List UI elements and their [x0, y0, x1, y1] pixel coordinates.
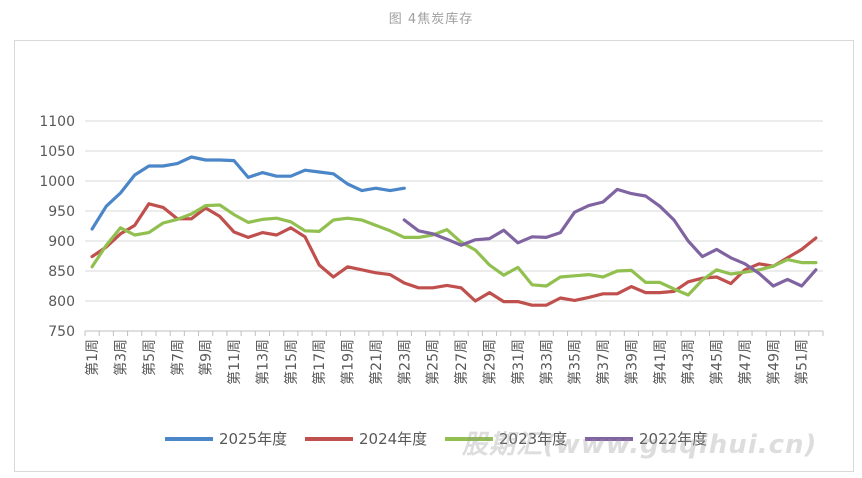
y-tick-label: 1050 [39, 144, 75, 160]
legend-label: 2023年度 [499, 430, 567, 448]
x-tick-label: 第23周 [396, 339, 413, 385]
x-tick-label: 第35周 [567, 339, 584, 385]
x-tick-label: 第5周 [141, 339, 158, 376]
line-chart: 750 800 850 900 950 1000 1050 1100 第1周 第3周 第5周 第7周… [39, 114, 824, 448]
series-line-2023年度 [90, 203, 818, 297]
x-tick-label: 第39周 [623, 339, 640, 385]
x-axis-tick-labels: 第1周 第3周 第5周 第7周 第9周 第11周 第13周 第15周 第17周 第19周 第21周第… [84, 339, 811, 385]
series-line-2024年度 [90, 202, 818, 307]
chart-frame: 750 800 850 900 950 1000 1050 1100 第1周 第3周 第5周 第7周… [14, 40, 854, 472]
x-tick-label: 第17周 [311, 339, 328, 385]
y-tick-label: 850 [48, 264, 75, 280]
x-tick-label: 第13周 [254, 339, 271, 385]
x-tick-label: 第41周 [652, 339, 669, 385]
watermark-text: 股期汇(www.guqihui.cn) [462, 430, 818, 460]
y-axis-tick-labels: 750 800 850 900 950 1000 1050 1100 [39, 114, 75, 340]
x-tick-label: 第11周 [226, 339, 243, 385]
y-tick-label: 950 [48, 204, 75, 220]
x-tick-label: 第33周 [538, 339, 555, 385]
x-tick-label: 第19周 [340, 339, 357, 385]
x-tick-label: 第45周 [709, 339, 726, 385]
legend-label: 2024年度 [359, 430, 427, 448]
series-line-2022年度 [402, 187, 818, 288]
x-tick-label: 第27周 [453, 339, 470, 385]
x-tick-label: 第1周 [84, 339, 101, 376]
x-tick-label: 第21周 [368, 339, 385, 385]
x-tick-label: 第37周 [595, 339, 612, 385]
x-tick-label: 第47周 [737, 339, 754, 385]
legend-label: 2025年度 [219, 430, 287, 448]
x-tick-label: 第3周 [112, 339, 129, 376]
x-tick-label: 第25周 [425, 339, 442, 385]
x-tick-label: 第29周 [481, 339, 498, 385]
series-line-2025年度 [90, 155, 406, 231]
x-tick-label: 第7周 [169, 339, 186, 376]
x-tick-label: 第31周 [510, 339, 527, 385]
x-tick-label: 第15周 [283, 339, 300, 385]
x-axis [84, 330, 824, 336]
chart-caption: 图 4焦炭库存 [388, 12, 474, 27]
x-tick-label: 第49周 [765, 339, 782, 385]
y-tick-label: 1000 [39, 174, 75, 190]
x-tick-label: 第43周 [680, 339, 697, 385]
legend-label: 2022年度 [639, 430, 707, 448]
y-tick-label: 900 [48, 234, 75, 250]
x-tick-label: 第9周 [198, 339, 215, 376]
legend: 2025年度 2024年度 2023年度 2022年度 [165, 430, 707, 448]
x-tick-label: 第51周 [794, 339, 811, 385]
series-lines [90, 155, 818, 307]
y-tick-label: 800 [48, 294, 75, 310]
y-tick-label: 750 [48, 324, 75, 340]
y-tick-label: 1100 [39, 114, 75, 130]
